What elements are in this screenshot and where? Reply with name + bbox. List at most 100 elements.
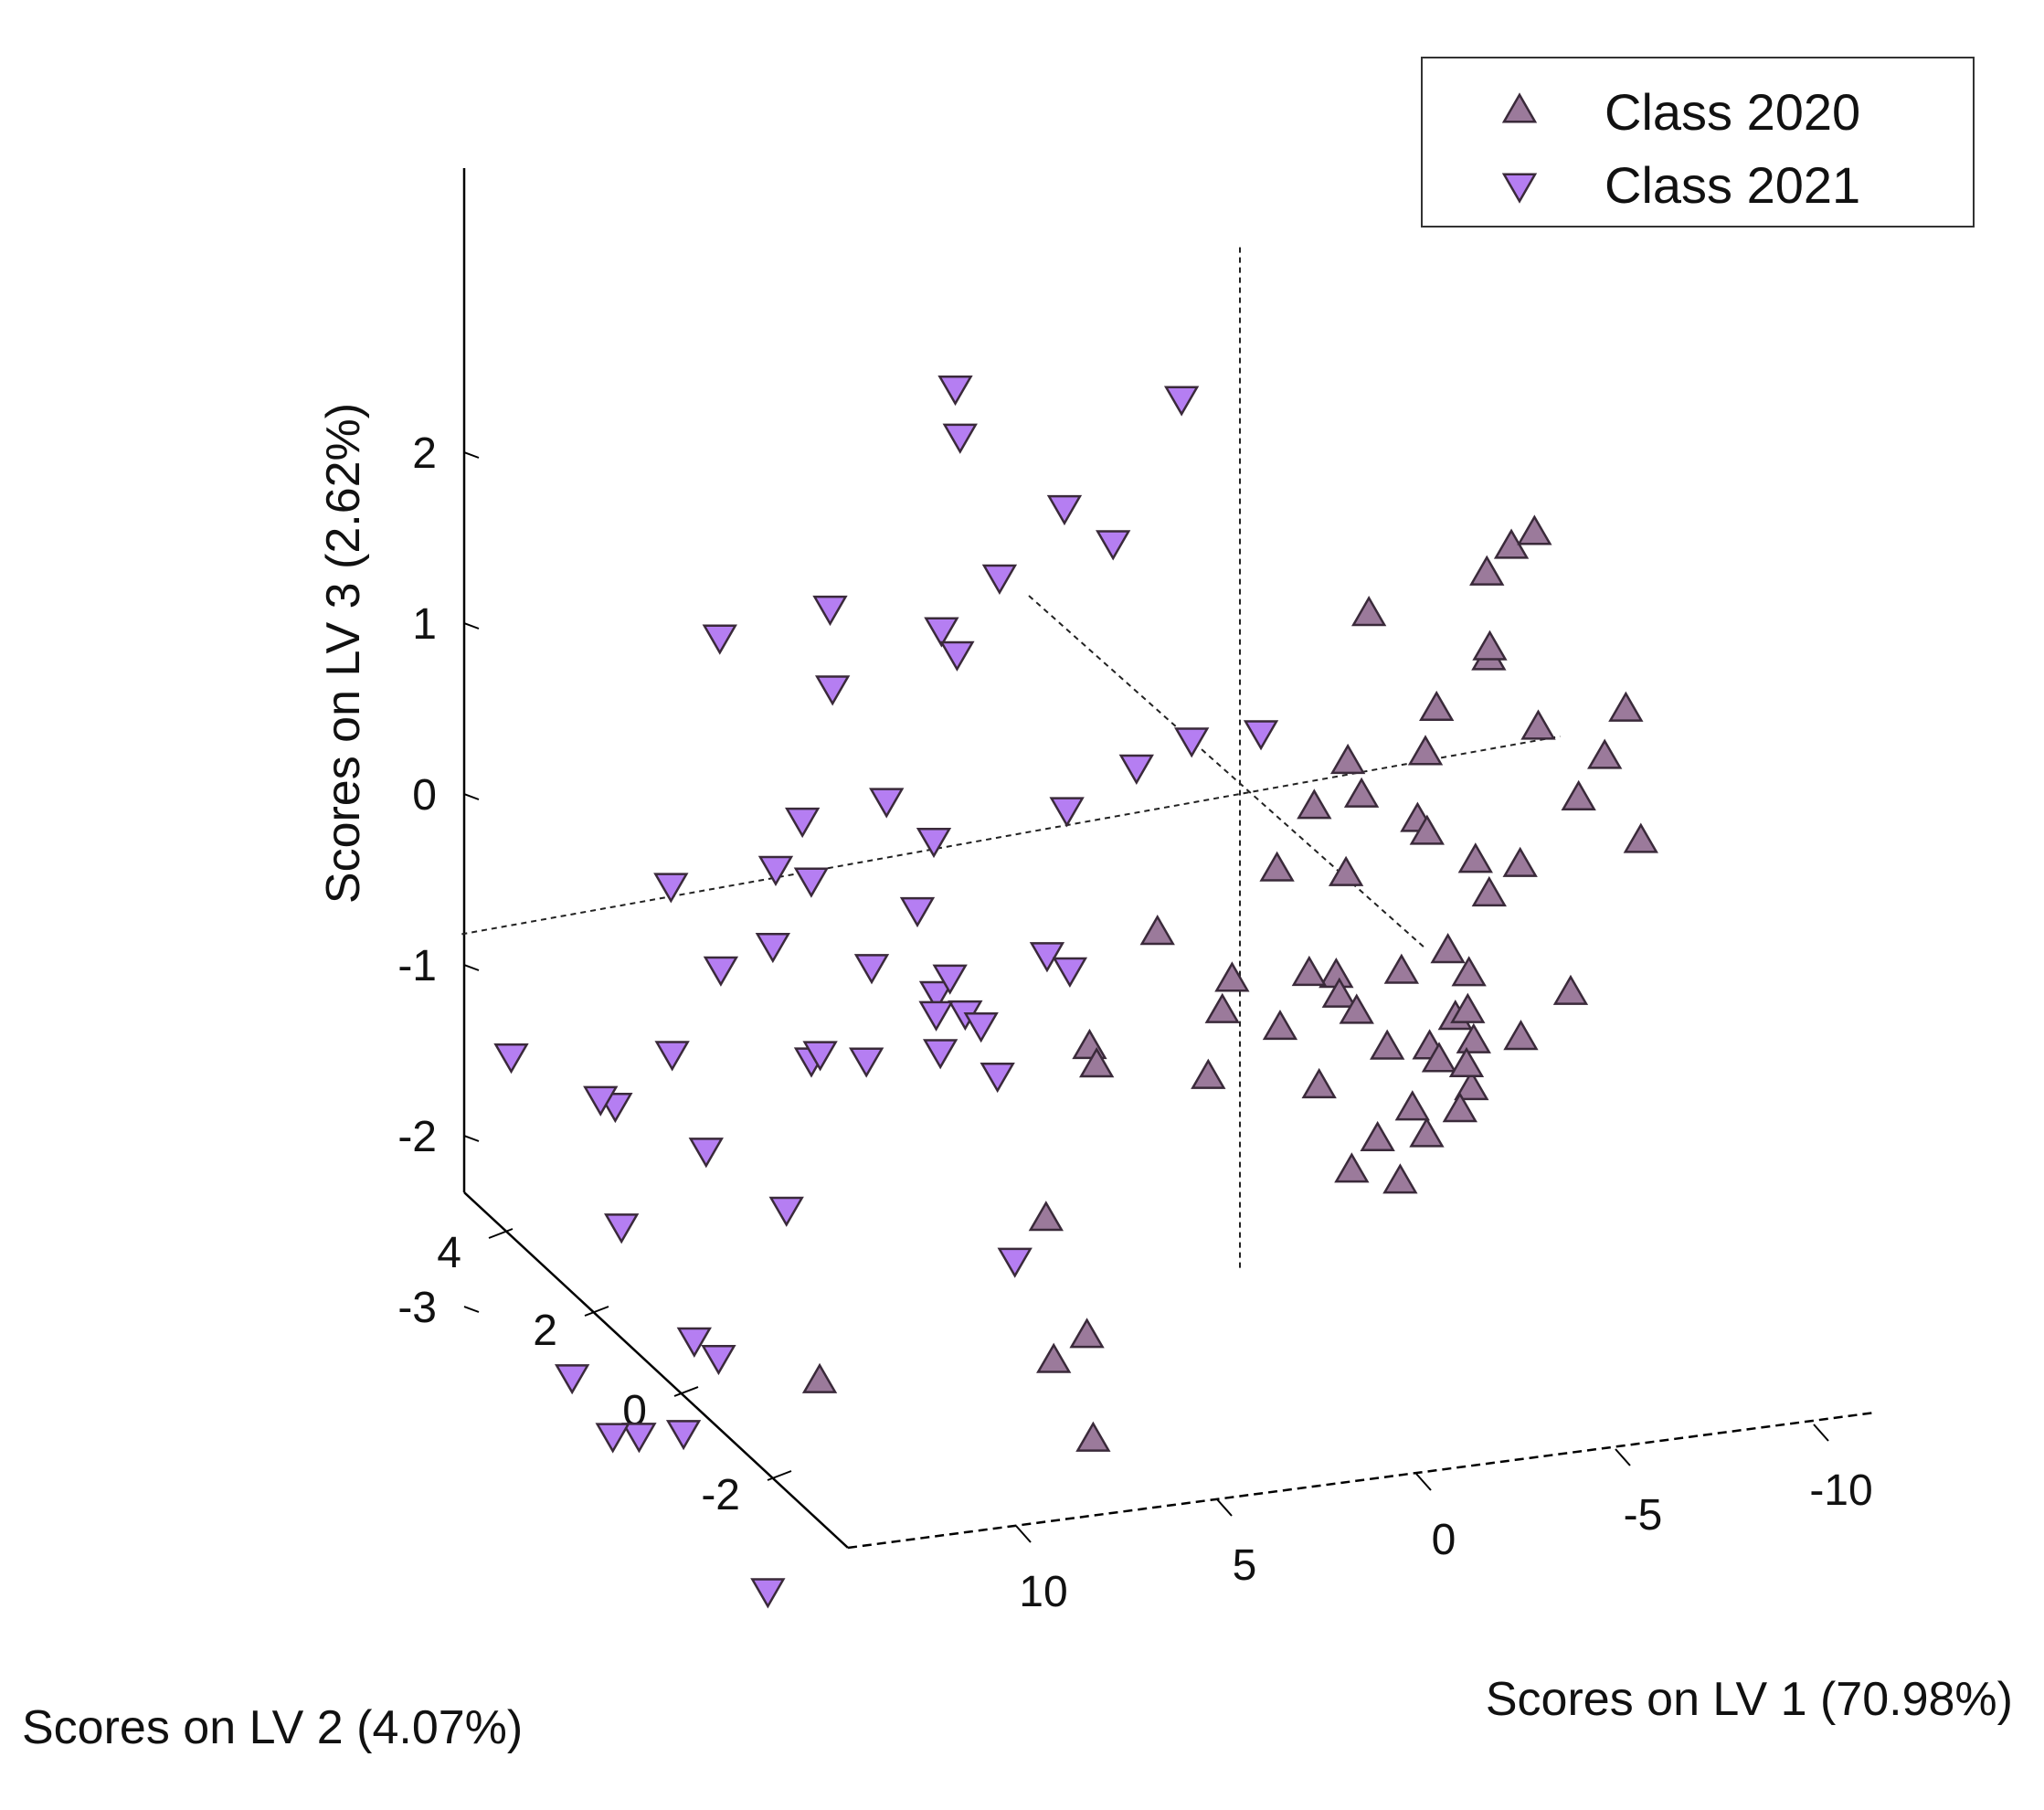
class-2021-point <box>665 1420 702 1451</box>
x-tick-label: 10 <box>1019 1568 1067 1616</box>
x-tick-mark <box>1216 1498 1233 1517</box>
class-2020-point <box>1360 1120 1395 1152</box>
z-tick-mark <box>463 793 480 800</box>
class-2021-point <box>849 1047 884 1078</box>
z-tick-mark <box>463 964 480 971</box>
class-2020-point <box>1457 842 1493 873</box>
class-2020-point <box>1370 1029 1405 1060</box>
class-2020-point <box>1587 738 1623 769</box>
class-2020-point <box>1448 1046 1485 1078</box>
y-axis-title: Scores on LV 2 (4.07%) <box>22 1701 523 1754</box>
class-2021-point <box>918 1000 954 1032</box>
class-2021-point <box>802 1041 838 1072</box>
class-2020-point <box>1409 1117 1445 1148</box>
z-tick-mark <box>463 622 480 630</box>
legend-label: Class 2020 <box>1604 83 1860 141</box>
class-2020-point <box>1456 1022 1491 1053</box>
axes-box <box>462 168 1876 1550</box>
legend-label: Class 2021 <box>1604 156 1860 214</box>
class-2021-point <box>981 564 1018 595</box>
class-2020-point <box>1469 555 1505 586</box>
class-2021-point <box>942 423 978 454</box>
class-2020-point <box>801 1362 838 1393</box>
class-2021-point <box>755 932 791 964</box>
class-2020-point <box>1328 855 1364 886</box>
y-tick-mark <box>767 1470 792 1481</box>
x-tick-mark <box>1813 1424 1829 1442</box>
class-2021-point <box>1052 957 1088 988</box>
z-tick-mark <box>463 1135 480 1142</box>
class-2021-point <box>595 1423 630 1454</box>
class-2021-point <box>784 807 821 839</box>
z-tick-label: 2 <box>412 429 437 478</box>
class-2020-point <box>1343 777 1380 808</box>
class-2021-point <box>583 1085 619 1117</box>
x-tick-mark <box>1615 1448 1631 1466</box>
class-2020-point <box>1450 992 1486 1023</box>
class-2020-point <box>1407 735 1444 766</box>
class-2020-point <box>1297 789 1332 820</box>
class-2020-point <box>1430 933 1466 964</box>
class-2021-point <box>1046 494 1083 526</box>
class-2021-point <box>916 827 952 859</box>
class-2020-point <box>1334 1152 1370 1183</box>
class-2021-point <box>653 873 689 904</box>
class-2021-point <box>554 1364 590 1395</box>
y-tick-mark <box>488 1228 514 1239</box>
class-2020-point <box>1069 1318 1105 1349</box>
class-2020-point <box>1419 690 1455 722</box>
class-2020-point <box>1472 630 1508 661</box>
class-2020-point <box>1608 691 1644 722</box>
class-2021-point <box>1163 386 1200 417</box>
class-2021-point <box>688 1138 724 1169</box>
class-2021-point <box>812 595 848 627</box>
class-2021-point <box>939 640 975 672</box>
class-2021-point <box>932 964 968 995</box>
class-2020-point <box>1502 846 1538 877</box>
class-2020-point <box>1301 1067 1337 1099</box>
class-2021-point <box>1029 942 1065 973</box>
class-2020-point <box>1409 814 1445 845</box>
class-2021-point <box>654 1041 690 1072</box>
class-2020-point <box>1552 974 1589 1005</box>
class-2020-point <box>1503 1020 1539 1051</box>
origin-cross-lines <box>461 247 1561 1273</box>
lv1-center-line <box>461 735 1561 936</box>
lv2-center-line <box>1028 595 1426 949</box>
x-tick-label: 0 <box>1432 1516 1456 1564</box>
class-2021-point <box>702 624 737 655</box>
class-2020-point <box>1036 1342 1072 1373</box>
class-2021-point <box>853 954 890 985</box>
class-2021-point <box>963 1012 999 1043</box>
z-tick-mark <box>463 451 480 459</box>
y-tick-label: -2 <box>701 1471 740 1519</box>
class-2020-point <box>1075 1421 1111 1452</box>
class-2020-point <box>1382 1163 1418 1194</box>
class-2020-point <box>1214 961 1250 992</box>
class-2021-point <box>768 1196 804 1227</box>
class-2020-point <box>1291 955 1328 987</box>
z-tick-label: 1 <box>412 600 437 649</box>
x-tick-label: -5 <box>1624 1491 1663 1540</box>
class-2020-point <box>1339 993 1374 1024</box>
class-2021-point <box>676 1327 712 1358</box>
data-points <box>493 375 1658 1609</box>
class-2021-point <box>997 1247 1033 1278</box>
class-2021-point <box>701 1344 736 1376</box>
class-2020-point <box>1454 1069 1489 1101</box>
class-2021-point <box>493 1043 529 1074</box>
class-2020-point <box>1451 956 1487 987</box>
class-2021-point <box>814 675 851 706</box>
class-2021-point <box>1243 720 1279 751</box>
class-2020-point <box>1561 779 1596 811</box>
class-2021-point <box>703 956 739 987</box>
triangle-up-icon <box>1501 92 1538 123</box>
class-2020-point <box>1623 822 1658 853</box>
class-2021-point <box>899 896 936 928</box>
class-2020-point <box>1139 915 1175 946</box>
legend-box <box>1421 57 1975 228</box>
legend: Class 2020 Class 2021 <box>1421 57 1975 228</box>
class-2020-point <box>1421 1042 1457 1073</box>
